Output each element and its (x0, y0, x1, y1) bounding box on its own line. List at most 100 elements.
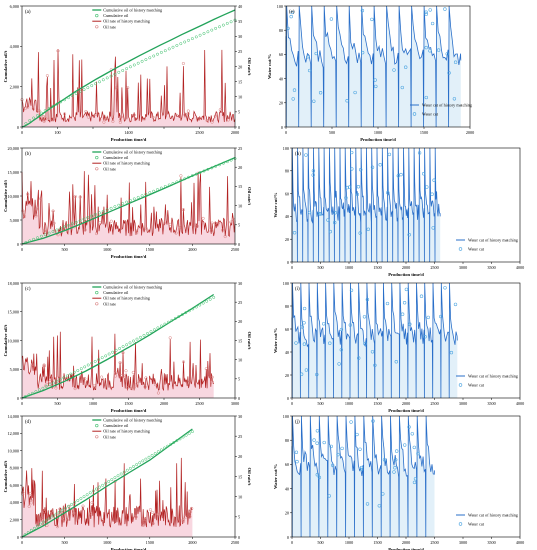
panel-b-cum-point (74, 220, 78, 224)
panel-d-cum-point (138, 461, 142, 465)
panel-e-water-cut-point (374, 84, 378, 89)
panel-h-xtick-label: 2500 (430, 265, 438, 270)
panel-b-oil-rate-point (83, 228, 87, 232)
panel-h-water-cut-point (344, 196, 348, 200)
panel-d-cum-point (119, 472, 123, 476)
panel-a-oil-rate-point (142, 117, 146, 121)
panel-d-cum-point (144, 457, 148, 461)
panel-e-water-cut-point (314, 51, 318, 56)
panel-i-water-cut-line (291, 282, 458, 399)
panel-j-water-cut-point (394, 458, 398, 462)
panel-d-legend-swatch (95, 424, 99, 428)
panel-h-water-cut-point (359, 168, 363, 172)
panel-e-water-cut-point (373, 78, 377, 82)
panel-b-ytick-label: 15,000 (7, 170, 19, 176)
panel-c-xtick-label: 2000 (160, 401, 168, 406)
panel-a-ytick-label: 2,000 (10, 84, 19, 90)
panel-h-water-cut-point (387, 152, 392, 157)
panel-i-xtick-label: 2000 (402, 401, 410, 406)
panel-a-xtick-label: 2000 (231, 130, 239, 135)
panel-a-cum-point (175, 44, 179, 47)
panel-a-cum-point (67, 96, 70, 100)
panel-a-cum-point (128, 65, 132, 69)
panel-i-water-cut-point (449, 350, 454, 355)
panel-b-oil-rate-point (135, 231, 139, 235)
panel-c-xtick-label: 0 (21, 401, 23, 406)
panel-i-xtick-label: 3000 (459, 401, 467, 406)
panel-a-legend-label: Oil rate of history matching (103, 19, 150, 24)
panel-b-cum-point (144, 192, 148, 196)
panel-d-cum-point (178, 437, 182, 441)
panel-a-legend-swatch (95, 25, 99, 29)
panel-a-cum-point (167, 47, 171, 51)
panel-h-water-cut-point (358, 231, 362, 235)
panel-b-cum-point (221, 161, 225, 165)
panel-h-xtick-label: 0 (291, 265, 293, 270)
panel-c-y2tick-label: 10 (238, 357, 242, 362)
panel-c-oil-rate-point (48, 380, 52, 384)
panel-b-cum-point (194, 172, 198, 176)
panel-d-cum-point (36, 524, 39, 528)
panel-b-cum-point (136, 195, 140, 199)
panel-a-oil-rate-point (132, 113, 136, 117)
panel-c-cum-point (37, 388, 41, 392)
panel-d-tag: (d) (25, 420, 31, 425)
panel-b-legend-label: Oil rate (103, 166, 116, 171)
panel-d-oil-rate-point (190, 506, 194, 510)
panel-e-water-cut-point (370, 17, 374, 22)
panel-d-legend-label: Oil rate (103, 434, 116, 439)
panel-a-cum-line (21, 9, 236, 128)
panel-b-oil-rate-point (94, 232, 99, 236)
panel-j-water-cut-point (382, 458, 387, 462)
panel-c-tag: (c) (25, 287, 31, 292)
panel-d-cum-point (125, 468, 129, 472)
panel-d-cum-point (163, 446, 166, 450)
panel-c-oil-rate-point (137, 379, 141, 383)
panel-b-cum-point (63, 225, 67, 229)
panel-h-water-cut-point (399, 172, 403, 177)
panel-h-xtick-label: 3000 (459, 265, 467, 270)
panel-e-water-cut-area (286, 6, 461, 127)
panel-c-cum-point (48, 383, 52, 387)
panel-b-cum-point (70, 222, 74, 226)
panel-d-ytick-label: 2,000 (10, 518, 19, 524)
panel-e-water-cut-point (312, 99, 316, 103)
panel-b-oil-rate-point (26, 192, 30, 196)
panel-a-cum-point (210, 28, 214, 32)
panel-i-tag: (i) (295, 287, 300, 292)
panel-d-legend-label: Cumulative oil (103, 423, 129, 428)
panel-e-xtick-label: 1000 (374, 130, 382, 135)
panel-a-cum-point (47, 107, 51, 110)
panel-c-oil-rate-point (121, 351, 125, 355)
panel-a-legend-label: Cumulative oil (103, 13, 129, 18)
panel-j-xlabel: Production time/d (388, 547, 424, 550)
panel-c-cum-point (55, 379, 59, 383)
panel-c-legend-swatch (95, 291, 99, 295)
panel-e-water-cut-point (436, 48, 441, 52)
panel-a-oil-rate-point (111, 119, 115, 123)
panel-c-ytick-label: 0 (17, 396, 19, 401)
panel-b-cum-point (179, 178, 183, 182)
panel-i-water-cut-point (302, 342, 307, 346)
panel-e-ylabel: Water cut/% (267, 53, 272, 79)
panel-c-ylabel: Cumulative oil/t (3, 324, 8, 356)
panel-j-water-cut-point (392, 470, 396, 474)
panel-c-cum-point (132, 339, 135, 343)
panel-e-water-cut-point (447, 71, 451, 75)
panel-a-legend-label: Oil rate (103, 24, 116, 29)
panel-d-cum-point (57, 510, 61, 514)
panel-c-oil-rate-point (124, 369, 128, 373)
panel-c-cum-point (128, 341, 132, 345)
panel-c-ytick-label: 15,000 (7, 310, 19, 316)
panel-d-cum-point (79, 497, 83, 501)
panel-a-oil-rate-point (94, 112, 98, 116)
panel-i-ytick-label: 60 (285, 327, 289, 332)
panel-a-cum-point (51, 104, 55, 108)
panel-a-legend-swatch (95, 14, 99, 18)
panel-d-y2tick-label: 10 (238, 494, 242, 499)
panel-j-ytick-label: 100 (283, 414, 289, 419)
panel-i-xtick-label: 3500 (487, 401, 495, 406)
panel-b-cum-point (51, 230, 55, 234)
panel-j-water-cut-point (395, 449, 399, 453)
panel-c-xtick-label: 500 (54, 401, 60, 406)
